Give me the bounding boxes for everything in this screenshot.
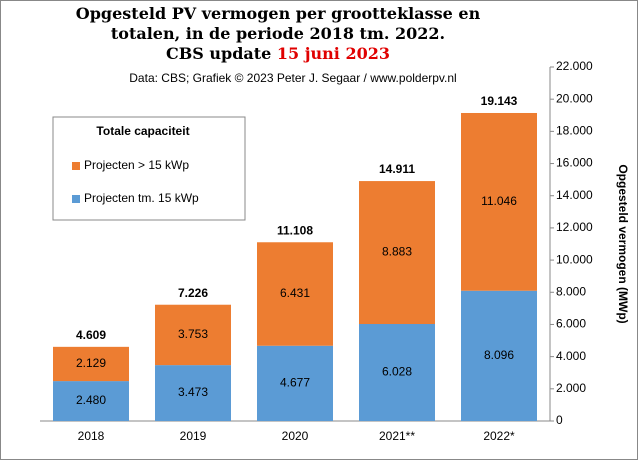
value-label: 6.431 [280,286,310,300]
bar-segment [257,242,333,346]
subtitle: Data: CBS; Grafiek © 2023 Peter J. Segaa… [129,71,456,85]
title-text: totalen, in de periode 2018 tm. 2022. [111,24,445,43]
legend-title: Totale capaciteit [96,124,189,138]
chart-title: CBS update 15 juni 2023 [166,44,390,63]
value-label: 3.753 [178,327,208,341]
bar-segment [461,290,537,421]
value-label: 2.129 [76,356,106,370]
total-label: 4.609 [76,328,106,342]
total-label: 19.143 [481,94,518,108]
x-tick-label: 2021** [379,429,415,443]
total-label: 14.911 [379,162,415,176]
bar-segment [53,381,129,421]
y-axis-label: Opgesteld vermogen (MWp) [616,164,630,323]
value-label: 4.677 [280,376,310,390]
total-label: 11.108 [277,223,313,237]
x-tick-label: 2019 [180,429,207,443]
chart-title: Opgesteld PV vermogen per grootteklasse … [76,4,481,23]
legend-box [52,116,246,221]
bar-segment [155,365,231,421]
value-label: 2.480 [76,393,106,407]
y-tick-label: 4.000 [556,349,586,363]
y-tick-label: 6.000 [556,317,586,331]
value-label: 6.028 [382,365,412,379]
total-label: 7.226 [178,286,208,300]
bar-segment [461,112,537,291]
x-tick-label: 2020 [282,429,309,443]
y-tick-label: 2.000 [556,381,586,395]
y-tick-label: 0 [556,413,563,427]
bar-segment [155,304,231,366]
chart-title: totalen, in de periode 2018 tm. 2022. [111,24,445,43]
bar-segment [53,346,129,382]
value-label: 8.883 [382,245,412,259]
y-tick-label: 20.000 [556,91,593,105]
legend-swatch [72,162,80,170]
y-tick-label: 22.000 [556,59,593,73]
legend-label: Projecten tm. 15 kWp [84,191,199,205]
title-text: CBS update [166,44,271,63]
value-label: 3.473 [178,385,208,399]
y-tick-label: 16.000 [556,156,593,170]
bar-segment [359,181,435,325]
y-tick-label: 8.000 [556,284,586,298]
y-tick-label: 14.000 [556,188,593,202]
bar-segment [359,324,435,421]
value-label: 11.046 [481,194,517,208]
bar-segment [257,345,333,421]
legend-swatch [72,195,80,203]
title-text: Opgesteld PV vermogen per grootteklasse … [76,4,481,23]
y-tick-label: 12.000 [556,220,593,234]
x-tick-label: 2018 [78,429,105,443]
x-tick-label: 2022* [483,429,515,443]
y-tick-label: 18.000 [556,124,593,138]
legend-label: Projecten > 15 kWp [84,158,189,172]
y-tick-label: 10.000 [556,252,593,266]
title-highlight: 15 juni 2023 [277,44,390,63]
value-label: 8.096 [484,348,514,362]
